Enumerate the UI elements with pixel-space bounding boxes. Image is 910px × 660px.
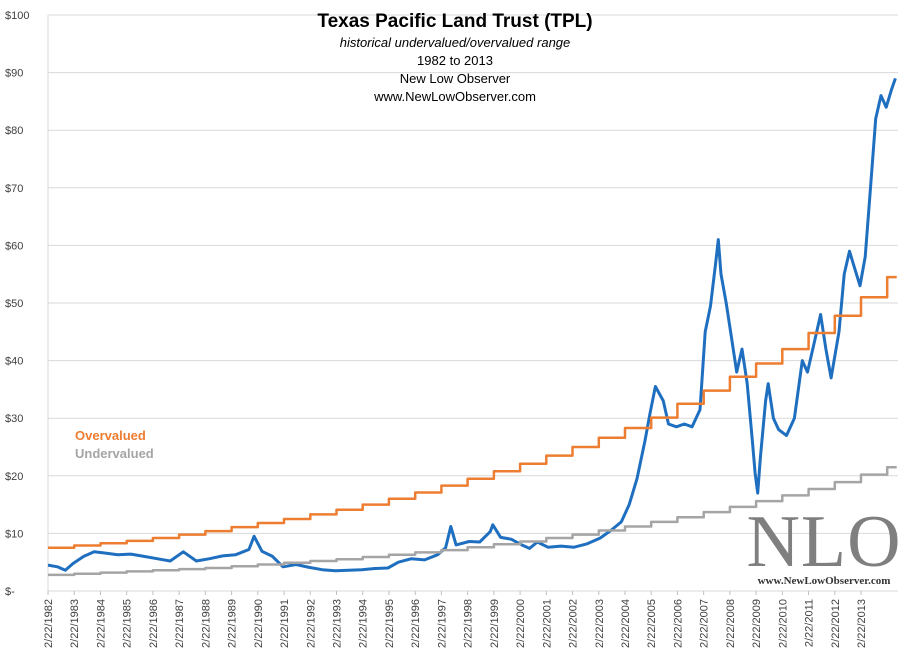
x-tick-label: 2/22/2008 (725, 599, 737, 648)
x-tick-label: 2/22/2011 (804, 599, 816, 647)
x-tick-label: 2/22/1986 (148, 599, 160, 648)
x-axis-tick-labels: 2/22/1982 2/22/1983 2/22/1984 2/22/1985 2/22… (43, 599, 868, 648)
x-tick-label: 2/22/1984 (95, 599, 107, 648)
x-tick-label: 2/22/1989 (227, 599, 239, 648)
x-tick-label: 2/22/1999 (489, 599, 501, 648)
x-tick-label: 2/22/2002 (568, 599, 580, 648)
y-tick-label: $10 (5, 528, 23, 540)
x-tick-label: 2/22/1987 (174, 599, 186, 648)
y-tick-label: $30 (5, 413, 23, 425)
legend-overvalued: Overvalued (75, 428, 146, 443)
x-tick-label: 2/22/1991 (279, 599, 291, 648)
chart-website: www.NewLowObserver.com (374, 89, 536, 104)
y-tick-label: $- (5, 586, 15, 598)
x-tick-label: 2/22/2005 (646, 599, 658, 648)
x-tick-label: 2/22/2001 (541, 599, 553, 648)
x-tick-label: 2/22/1992 (305, 599, 317, 648)
y-tick-label: $70 (5, 183, 23, 195)
chart-title-block: Texas Pacific Land Trust (TPL) historica… (200, 10, 710, 106)
x-tick-label: 2/22/2004 (620, 599, 632, 648)
y-axis-tick-labels: $- $10 $20 $30 $40 $50 $60 $70 $80 $90 $100 (5, 10, 29, 598)
y-tick-label: $90 (5, 68, 23, 80)
y-tick-label: $40 (5, 356, 23, 368)
chart-author: New Low Observer (399, 71, 511, 86)
legend-undervalued: Undervalued (75, 446, 154, 461)
x-tick-label: 2/22/2000 (515, 599, 527, 648)
chart-years: 1982 to 2013 (417, 53, 493, 68)
nlo-watermark-url: www.NewLowObserver.com (757, 575, 891, 587)
series-line-tpl-price (47, 77, 897, 573)
nlo-watermark-logo: NLO (746, 501, 902, 583)
x-tick-label: 2/22/2012 (830, 599, 842, 648)
y-tick-label: $50 (5, 298, 23, 310)
x-tick-label: 2/22/1983 (69, 599, 81, 648)
x-tick-label: 2/22/1990 (253, 599, 265, 648)
nlo-watermark: NLO www.NewLowObserver.com (740, 505, 908, 587)
y-tick-label: $80 (5, 125, 23, 137)
y-tick-label: $100 (5, 10, 29, 22)
x-tick-label: 2/22/1982 (43, 599, 55, 648)
x-tick-label: 2/22/2006 (672, 599, 684, 648)
x-tick-label: 2/22/1998 (463, 599, 475, 648)
x-tick-label: 2/22/1988 (200, 599, 212, 648)
x-tick-label: 2/22/1985 (122, 599, 134, 648)
series-lines (47, 77, 897, 577)
y-tick-label: $20 (5, 471, 23, 483)
x-tick-label: 2/22/1997 (436, 599, 448, 648)
series-line-overvalued (48, 275, 897, 550)
x-tick-label: 2/22/1993 (331, 599, 343, 648)
x-tick-label: 2/22/2009 (751, 599, 763, 648)
y-tick-label: $60 (5, 240, 23, 252)
chart-subtitle: historical undervalued/overvalued range (339, 35, 571, 50)
x-tick-label: 2/22/1996 (410, 599, 422, 648)
x-tick-label: 2/22/1995 (384, 599, 396, 648)
x-tick-label: 2/22/2003 (594, 599, 606, 648)
x-tick-label: 2/22/2013 (856, 599, 868, 648)
chart-title: Texas Pacific Land Trust (TPL) (317, 11, 593, 32)
series-line-undervalued (48, 465, 897, 577)
x-tick-label: 2/22/2010 (777, 599, 789, 648)
x-tick-label: 2/22/1994 (358, 599, 370, 648)
x-tick-label: 2/22/2007 (699, 599, 711, 648)
